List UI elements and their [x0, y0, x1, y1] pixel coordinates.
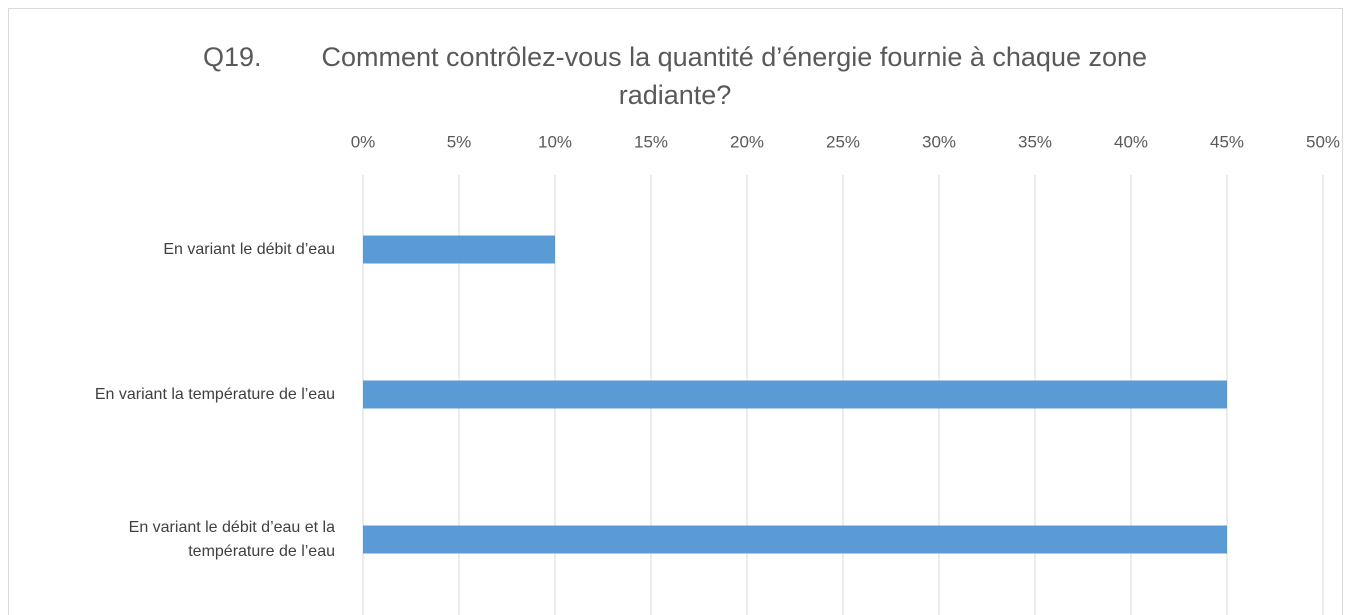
- x-tick-label: 45%: [1210, 132, 1244, 151]
- y-tick-label: En variant la température de l’eau: [94, 385, 335, 403]
- x-tick-label: 40%: [1114, 132, 1148, 151]
- x-tick-label: 5%: [447, 132, 472, 151]
- y-tick-label: En variant le débit d’eau: [163, 240, 335, 258]
- bar: [363, 235, 555, 264]
- x-tick-label: 25%: [826, 132, 860, 151]
- bar: [363, 525, 1227, 554]
- x-tick-label: 10%: [538, 132, 572, 151]
- x-tick-label: 15%: [634, 132, 668, 151]
- x-tick-label: 50%: [1306, 132, 1340, 151]
- x-tick-label: 20%: [730, 132, 764, 151]
- bar: [363, 380, 1227, 409]
- x-tick-label: 0%: [351, 132, 376, 151]
- chart-frame: [8, 8, 1343, 615]
- x-tick-label: 35%: [1018, 132, 1052, 151]
- y-tick-label: En variant le débit d’eau et la températ…: [128, 518, 335, 560]
- x-tick-label: 30%: [922, 132, 956, 151]
- chart-title: Q19. Comment contrôlez-vous la quantité …: [202, 42, 1155, 110]
